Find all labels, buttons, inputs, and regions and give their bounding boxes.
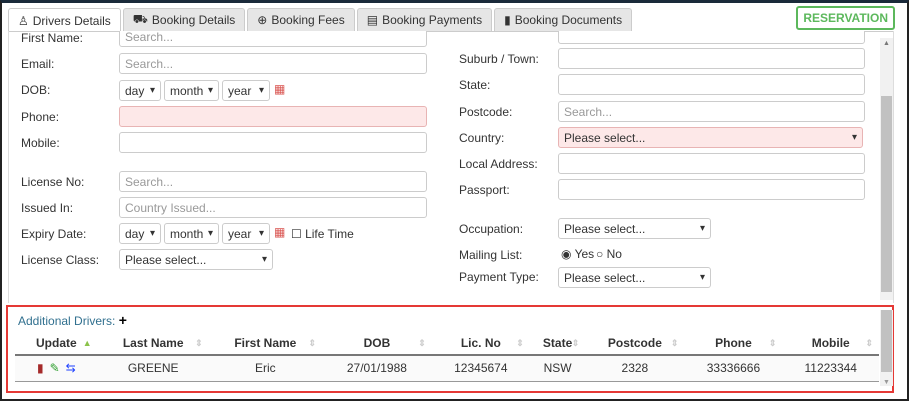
col-first-name[interactable]: First Name ⇕ — [208, 331, 322, 356]
additional-drivers-header: Additional Drivers: + — [18, 312, 127, 328]
mobile-label: Mobile: — [21, 136, 60, 150]
tab-booking-details[interactable]: ⛟ Booking Details — [122, 8, 246, 31]
cell-mobile: 11223344 — [782, 355, 879, 382]
table-row: ▮ ✎ ⇆ GREENE Eric 27/01/1988 12345674 NSW … — [15, 355, 879, 382]
postcode-label: Postcode: — [459, 105, 513, 119]
postcode-input[interactable]: Search... — [558, 101, 865, 122]
cell-state: NSW — [529, 355, 586, 382]
occupation-label: Occupation: — [459, 222, 524, 236]
col-state[interactable]: State ⇕ — [529, 331, 586, 356]
expiry-date-label: Expiry Date: — [21, 227, 87, 241]
cell-postcode: 2328 — [585, 355, 685, 382]
table-scrollbar[interactable]: ▼ — [880, 310, 893, 386]
credit-card-icon: ▤ — [366, 13, 379, 27]
country-label: Country: — [459, 131, 505, 145]
state-label: State: — [459, 78, 491, 92]
cell-last-name: GREENE — [97, 355, 209, 382]
suburb-label: Suburb / Town: — [459, 52, 539, 66]
mailing-list-label: Mailing List: — [459, 248, 523, 262]
payment-type-select[interactable]: Please select... — [558, 267, 711, 288]
col-mobile[interactable]: Mobile ⇕ — [782, 331, 879, 356]
plus-circle-icon: ⊕ — [257, 13, 268, 27]
payment-type-label: Payment Type: — [459, 270, 539, 284]
dob-day-select[interactable]: day — [119, 80, 161, 101]
mailing-yes-radio[interactable]: ◉ Yes — [561, 247, 595, 261]
issued-in-label: Issued In: — [21, 201, 74, 215]
lifetime-label: Life Time — [305, 227, 354, 241]
calendar-icon[interactable]: ▦ — [274, 82, 286, 96]
country-select[interactable]: Please select... — [558, 127, 863, 148]
state-input[interactable] — [558, 74, 865, 95]
license-class-label: License Class: — [21, 253, 100, 267]
passport-label: Passport: — [459, 183, 510, 197]
cell-phone: 33336666 — [684, 355, 783, 382]
reservation-badge[interactable]: RESERVATION — [796, 6, 895, 30]
first-name-input[interactable]: Search... — [119, 31, 427, 47]
calendar-icon[interactable]: ▦ — [274, 225, 286, 239]
license-no-label: License No: — [21, 175, 85, 189]
scrollbar-thumb[interactable] — [881, 96, 892, 292]
expiry-day-select[interactable]: day — [119, 223, 161, 244]
mailing-no-radio[interactable]: ○ No — [596, 247, 622, 261]
email-label: Email: — [21, 57, 55, 71]
address-input[interactable] — [558, 31, 865, 44]
first-name-label: First Name: — [21, 31, 84, 45]
col-dob[interactable]: DOB ⇕ — [321, 331, 432, 356]
mobile-input[interactable] — [119, 132, 427, 153]
cell-lic-no: 12345674 — [431, 355, 530, 382]
driver-form: First Name: Search... Email: Search... D… — [8, 31, 894, 303]
phone-label: Phone: — [21, 110, 60, 124]
file-icon: ▮ — [504, 13, 511, 27]
col-postcode[interactable]: Postcode ⇕ — [585, 331, 685, 356]
license-class-select[interactable]: Please select... — [119, 249, 273, 270]
table-scrollbar-thumb[interactable] — [881, 310, 892, 372]
highlight-box — [6, 305, 894, 393]
email-input[interactable]: Search... — [119, 53, 427, 74]
dob-year-select[interactable]: year — [222, 80, 270, 101]
pencil-icon[interactable]: ✎ — [49, 361, 60, 376]
suburb-input[interactable] — [558, 48, 865, 69]
passport-input[interactable] — [558, 179, 865, 200]
tab-drivers-details[interactable]: ♙ Drivers Details — [8, 8, 121, 32]
add-driver-plus-icon[interactable]: + — [118, 312, 127, 328]
cell-dob: 27/01/1988 — [321, 355, 432, 382]
col-update[interactable]: Update ▲ — [15, 331, 98, 356]
tab-booking-payments[interactable]: ▤ Booking Payments — [356, 8, 493, 31]
expiry-month-select[interactable]: month — [164, 223, 219, 244]
col-phone[interactable]: Phone ⇕ — [684, 331, 783, 356]
expiry-year-select[interactable]: year — [222, 223, 270, 244]
user-icon: ♙ — [18, 13, 29, 28]
col-lic-no[interactable]: Lic. No ⇕ — [431, 331, 530, 356]
swap-icon[interactable]: ⇆ — [65, 361, 76, 376]
scroll-up-icon[interactable]: ▲ — [883, 40, 890, 47]
dob-label: DOB: — [21, 83, 51, 97]
trash-icon[interactable]: ▮ — [36, 361, 44, 376]
phone-input[interactable] — [119, 106, 427, 127]
tab-divider — [8, 31, 894, 32]
lifetime-checkbox[interactable]: ☐ Life Time — [291, 227, 354, 241]
local-address-label: Local Address: — [459, 157, 538, 171]
local-address-input[interactable] — [558, 153, 865, 174]
license-no-input[interactable]: Search... — [119, 171, 427, 192]
tab-booking-fees[interactable]: ⊕ Booking Fees — [247, 8, 355, 31]
additional-drivers-table: Update ▲ Last Name ⇕ First Name ⇕ DOB ⇕ Lic.… — [15, 331, 879, 382]
form-scrollbar[interactable]: ▲ — [880, 38, 893, 300]
tab-booking-documents[interactable]: ▮ Booking Documents — [494, 8, 633, 31]
issued-in-input[interactable]: Country Issued... — [119, 197, 427, 218]
car-icon: ⛟ — [132, 12, 148, 26]
dob-month-select[interactable]: month — [164, 80, 219, 101]
tab-bar: ♙ Drivers Details ⛟ Booking Details ⊕ Booki… — [8, 8, 634, 32]
occupation-select[interactable]: Please select... — [558, 218, 711, 239]
update-actions: ▮ ✎ ⇆ — [15, 355, 98, 382]
col-last-name[interactable]: Last Name ⇕ — [97, 331, 209, 356]
cell-first-name: Eric — [208, 355, 322, 382]
scroll-down-icon[interactable]: ▼ — [883, 379, 890, 386]
